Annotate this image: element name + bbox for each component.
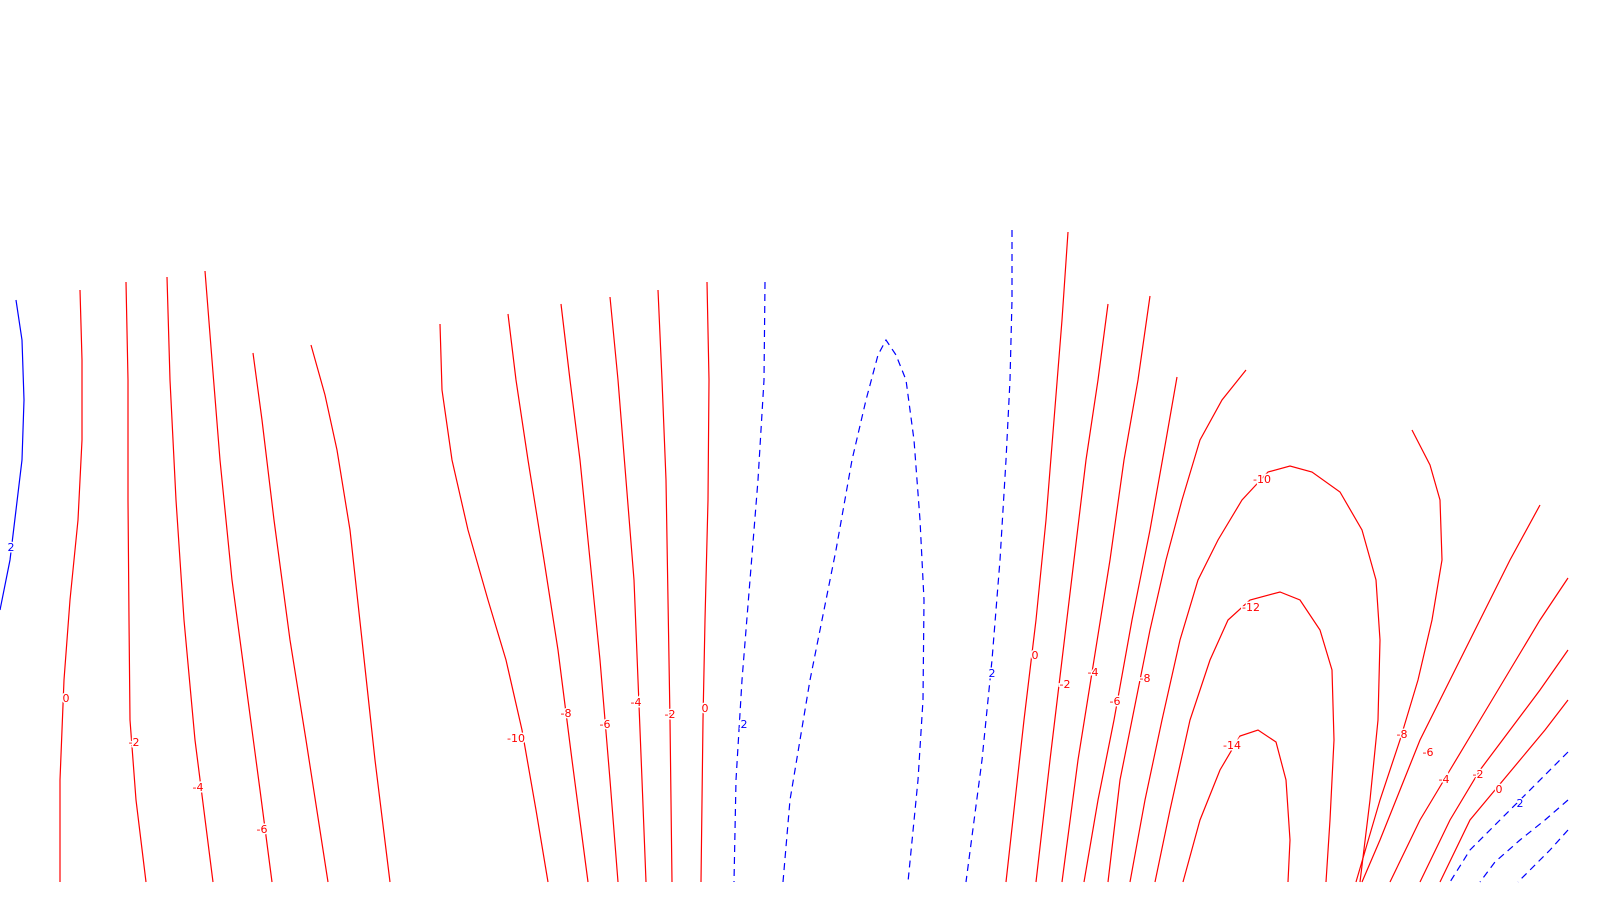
negative-contour-line <box>507 313 589 883</box>
negative-contour-line <box>1107 369 1247 883</box>
zero-contour-line <box>1439 699 1569 883</box>
negative-contour-line <box>252 352 329 883</box>
negative-contour-line <box>204 270 273 883</box>
contour-labels: 2 0 -2 -4 -6 -10 -8 -6 -4 -2 0 2 2 0 -2 -4 -6 -8 -10 -12 -14… <box>6 472 1525 838</box>
negative-contour-line <box>1154 591 1335 883</box>
contour-label: -10 <box>1253 473 1271 486</box>
contour-label: -6 <box>1110 695 1121 708</box>
contour-label: -4 <box>193 781 204 794</box>
negative-contour-line <box>125 281 147 883</box>
zero-contour-line <box>1005 231 1069 883</box>
negative-contour-line <box>1419 649 1569 883</box>
negative-contour-line <box>1389 577 1569 883</box>
negative-contour-line <box>166 276 214 883</box>
contour-label: -6 <box>1423 746 1434 759</box>
negative-contour-line <box>1355 429 1443 883</box>
negative-contour-line <box>609 296 647 883</box>
negative-contour-line <box>560 303 619 883</box>
negative-contour-line <box>1182 729 1291 883</box>
positive-contour-line <box>782 338 925 883</box>
negative-contour-line <box>439 323 549 883</box>
negative-contour-line <box>1129 465 1381 883</box>
positive-contour-line <box>965 230 1013 883</box>
positive-contour-line <box>0 299 25 611</box>
contour-label: -8 <box>561 707 572 720</box>
positive-contour-line <box>1449 751 1569 883</box>
negative-contour-line <box>657 289 673 883</box>
negative-contour-line <box>1361 504 1541 883</box>
contour-label: -6 <box>600 718 611 731</box>
contour-label: -4 <box>631 696 642 709</box>
contour-label: -2 <box>1473 768 1484 781</box>
contour-label: -10 <box>507 732 525 745</box>
zero-contour-line <box>700 281 710 883</box>
contour-label: 2 <box>989 667 996 680</box>
contour-label: 2 <box>741 718 748 731</box>
contour-label: -6 <box>257 823 268 836</box>
contour-label: -12 <box>1242 601 1260 614</box>
contour-label: 0 <box>63 692 70 705</box>
negative-contour-line <box>1083 376 1178 883</box>
contour-label: -8 <box>1140 672 1151 685</box>
contour-label: -4 <box>1439 773 1450 786</box>
positive-contour-line <box>1517 829 1569 883</box>
negative-contour-line <box>1035 303 1109 883</box>
contour-label: 0 <box>1032 649 1039 662</box>
negative-contour-line <box>310 344 391 883</box>
negative-contour-line <box>1061 295 1151 883</box>
contour-label: 2 <box>8 541 15 554</box>
contour-label: -2 <box>1060 678 1071 691</box>
contour-label: -2 <box>129 736 140 749</box>
contour-label: 2 <box>1517 797 1524 810</box>
contour-label: -2 <box>665 708 676 721</box>
contour-label: -14 <box>1223 739 1241 752</box>
contour-lines <box>0 230 1569 883</box>
contour-label: -8 <box>1397 728 1408 741</box>
positive-contour-line <box>1479 799 1569 883</box>
positive-contour-line <box>733 281 766 883</box>
contour-label: 0 <box>702 702 709 715</box>
zero-contour-line <box>59 289 83 882</box>
contour-label: 0 <box>1496 783 1503 796</box>
contour-label: -4 <box>1088 666 1099 679</box>
